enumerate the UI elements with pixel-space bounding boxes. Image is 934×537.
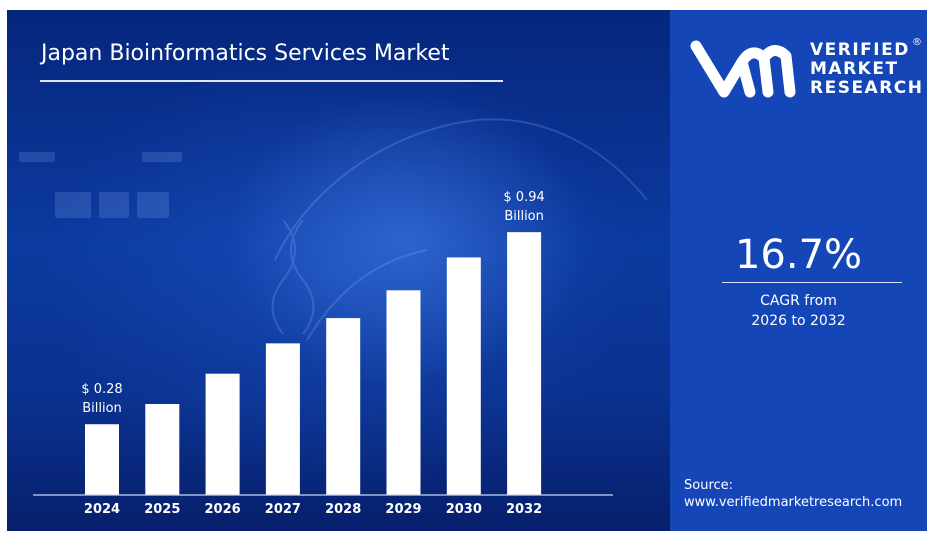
x-tick-label-2032: 2032 bbox=[506, 502, 542, 517]
source-url[interactable]: www.verifiedmarketresearch.com bbox=[684, 495, 903, 510]
brand-line-1: VERIFIED bbox=[810, 40, 910, 60]
bar-2028 bbox=[326, 318, 361, 495]
bar-chart: 2024 2025 2026 2027 2028 2029 2030 2032 Billion… bbox=[33, 190, 613, 517]
cagr-label-line-2: 2026 to 2032 bbox=[751, 313, 846, 329]
background-illustration bbox=[19, 118, 648, 341]
x-tick-label-2026: 2026 bbox=[205, 502, 241, 517]
brand-logo: VERIFIED MARKET RESEARCH ® bbox=[690, 37, 922, 108]
source-label: Source: bbox=[684, 478, 734, 493]
data-label-unit-2032: Billion bbox=[504, 209, 544, 224]
bar-2026 bbox=[205, 373, 240, 495]
chart-title: Japan Bioinformatics Services Market bbox=[41, 41, 450, 66]
data-label-unit-2024: Billion bbox=[82, 401, 122, 416]
bar-2032 bbox=[507, 232, 542, 495]
x-tick-label-2025: 2025 bbox=[144, 502, 180, 517]
data-label-value-2024: $ 0.28 bbox=[81, 382, 122, 397]
x-tick-label-2028: 2028 bbox=[325, 502, 361, 517]
x-tick-label-2027: 2027 bbox=[265, 502, 301, 517]
x-tick-label-2030: 2030 bbox=[446, 502, 482, 517]
x-axis-ticks: 2024 2025 2026 2027 2028 2029 2030 2032 bbox=[84, 502, 542, 517]
x-tick-label-2029: 2029 bbox=[385, 502, 421, 517]
chart-panel: Japan Bioinformatics Services Market 202… bbox=[7, 10, 670, 531]
bar-2025 bbox=[145, 404, 180, 495]
cagr-label-line-1: CAGR from bbox=[760, 293, 837, 309]
info-panel: VERIFIED MARKET RESEARCH ® 16.7% CAGR fr… bbox=[670, 10, 927, 531]
registered-mark: ® bbox=[912, 37, 922, 48]
bar-2027 bbox=[265, 343, 300, 495]
vmr-logo-icon bbox=[690, 40, 796, 98]
bars bbox=[85, 232, 542, 495]
bar-2029 bbox=[386, 290, 421, 495]
x-tick-label-2024: 2024 bbox=[84, 502, 120, 517]
cagr-value: 16.7% bbox=[734, 232, 863, 278]
cagr-divider bbox=[722, 282, 902, 283]
bar-2024 bbox=[85, 424, 119, 495]
bar-2030 bbox=[446, 257, 481, 495]
data-labels: Billion $ 0.28 Billion $ 0.94 bbox=[81, 190, 544, 416]
title-underline bbox=[40, 80, 503, 82]
brand-line-3: RESEARCH bbox=[810, 78, 924, 98]
data-label-value-2032: $ 0.94 bbox=[503, 190, 544, 205]
brand-line-2: MARKET bbox=[810, 59, 899, 79]
